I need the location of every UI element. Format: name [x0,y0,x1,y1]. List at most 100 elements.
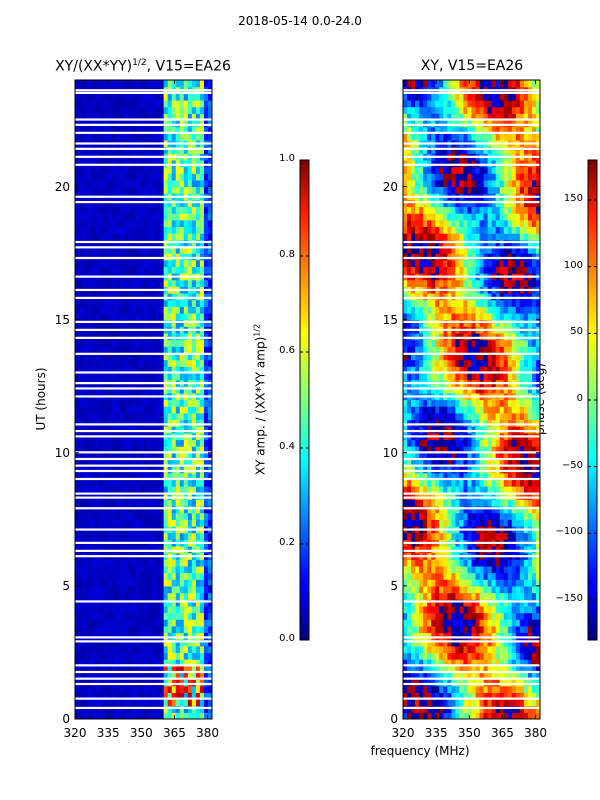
amplitude-cell [123,685,128,693]
phase-cell [411,419,416,427]
amplitude-cell [139,605,145,614]
phase-cell [411,632,416,640]
amplitude-cell [147,219,153,228]
amplitude-cell [175,532,181,540]
amplitude-cell [103,319,108,327]
phase-cell [511,592,517,600]
phase-cell [475,612,481,620]
phase-cell [423,692,428,700]
amplitude-cell [171,93,177,101]
phase-cell [435,559,440,567]
phase-cell [483,506,489,514]
amplitude-cell [103,559,108,567]
phase-cell [435,412,440,421]
amplitude-cell [123,506,128,514]
amplitude-cell [135,479,141,487]
amplitude-cell [111,113,116,121]
amplitude-cell [151,532,157,540]
amplitude-cell [79,446,84,454]
phase-cell [411,452,416,461]
amplitude-cell [119,665,124,674]
amplitude-cell [127,579,133,587]
phase-cell [443,659,448,667]
amplitude-cell [123,80,128,88]
amplitude-cell [95,632,100,640]
amplitude-cell [167,585,173,594]
phase-cell [479,565,485,574]
phase-cell [471,605,477,614]
phase-cell [479,446,485,454]
phase-cell [515,625,521,634]
phase-cell [447,486,452,494]
phase-cell [515,532,521,540]
amplitude-cell [87,219,92,228]
phase-cell [451,492,456,500]
amplitude-cell [83,199,88,208]
amplitude-cell [115,219,120,228]
phase-cell [451,592,456,600]
amplitude-cell [203,146,209,154]
phase-cell [499,572,505,580]
phase-cell [471,619,477,627]
amplitude-cell [167,359,173,367]
phase-cell [471,712,477,719]
phase-cell [507,639,513,647]
phase-cell [527,506,533,514]
phase-cell [451,579,456,587]
amplitude-cell [139,565,145,574]
amplitude-cell [103,293,108,301]
phase-cell [415,639,420,647]
amplitude-cell [159,179,165,188]
amplitude-cell [159,412,165,421]
amplitude-cell [115,359,120,367]
phase-cell [451,545,456,554]
amplitude-cell [131,319,137,327]
phase-cell [435,619,440,627]
amplitude-cell [107,446,112,454]
amplitude-cell [139,599,145,607]
phase-cell [407,559,412,567]
amplitude-cell [119,685,124,693]
amplitude-cell [151,166,157,174]
amplitude-cell [139,665,145,674]
amplitude-cell [167,352,173,361]
phase-cell [431,672,436,680]
amplitude-cell [87,612,92,620]
amplitude-cell [151,639,157,647]
phase-cell [447,699,452,707]
amplitude-cell [75,99,80,108]
phase-cell [535,705,540,713]
phase-cell [403,519,408,527]
amplitude-cell [191,672,197,680]
amplitude-cell [167,592,173,600]
amplitude-cell [143,279,149,287]
amplitude-cell [123,639,128,647]
amplitude-cell [115,512,120,520]
amplitude-cell [195,266,201,274]
amplitude-cell [171,426,177,434]
amplitude-cell [155,352,161,361]
amplitude-cell [95,219,100,228]
amplitude-cell [75,133,80,141]
amplitude-cell [151,506,157,514]
amplitude-cell [75,213,80,221]
phase-cell [475,599,481,607]
amplitude-cell [91,133,96,141]
phase-cell [427,619,432,627]
amplitude-cell [155,299,161,307]
amplitude-cell [79,585,84,594]
amplitude-cell [119,559,124,567]
phase-cell [435,572,440,580]
amplitude-cell [79,699,84,707]
amplitude-cell [191,306,197,314]
amplitude-cell [127,366,133,374]
phase-cell [415,625,420,634]
amplitude-cell [195,293,201,301]
amplitude-cell [135,146,141,154]
amplitude-cell [203,386,209,394]
amplitude-cell [207,219,212,228]
phase-cell [419,412,424,421]
amplitude-cell [87,80,92,88]
phase-cell [515,632,521,640]
phase-cell [459,545,465,554]
